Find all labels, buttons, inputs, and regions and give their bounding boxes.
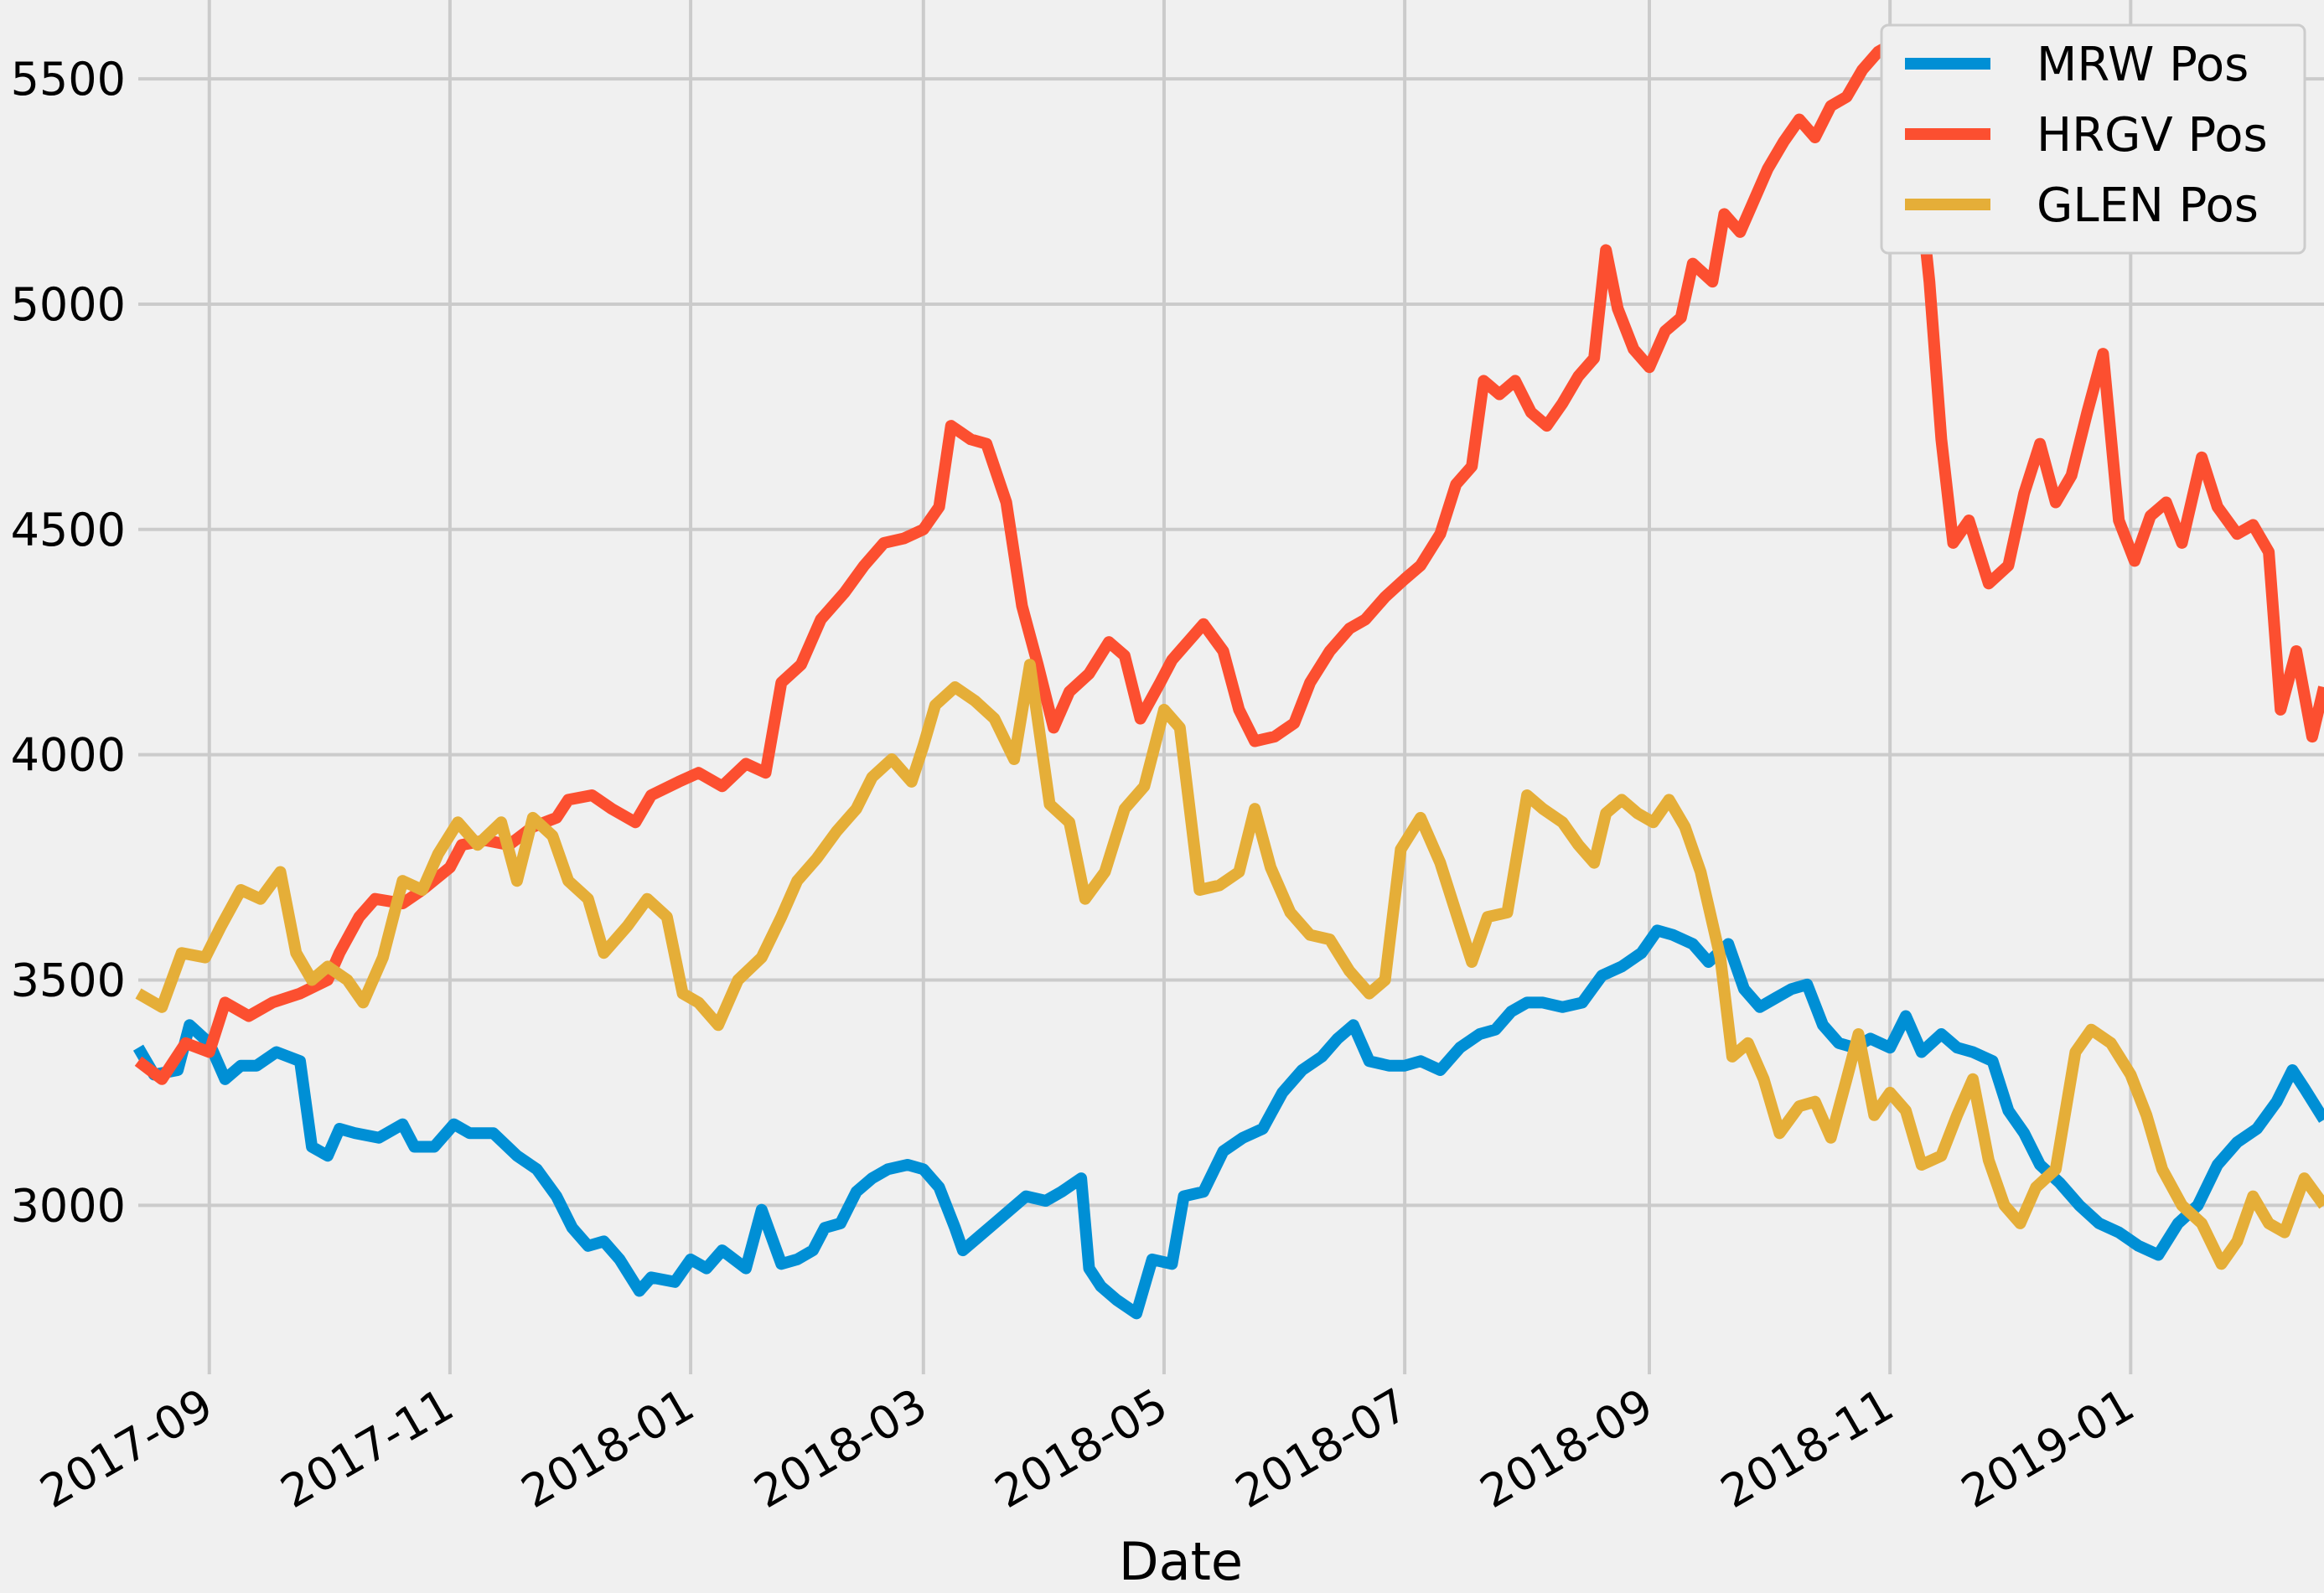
x-tick-labels: 2017-09 2017-11 2018-01 2018-03 2018-05 2018-…: [31, 1378, 2142, 1518]
y-tick-label: 4000: [11, 729, 126, 782]
x-tick-label: 2018-07: [1227, 1378, 1417, 1518]
y-tick-label: 4500: [11, 504, 126, 556]
series-line-mrw-pos: [132, 924, 2324, 1320]
y-tick-label: 5500: [11, 53, 126, 106]
legend-label: HRGV Pos: [2037, 108, 2268, 163]
x-tick-label: 2017-09: [31, 1378, 221, 1518]
series-line-hrgv-pos: [134, 37, 2324, 1085]
y-tick-labels: 3000 3500 4000 4500 5000 5500: [11, 53, 126, 1232]
x-tick-label: 2018-11: [1712, 1378, 1902, 1518]
legend-box: [1880, 23, 2306, 255]
x-tick-label: 2018-05: [986, 1378, 1177, 1518]
series-line-glen-pos: [135, 659, 2324, 1270]
x-tick-label: 2018-03: [745, 1378, 935, 1518]
x-tick-label: 2017-11: [272, 1378, 463, 1518]
series-lines: [132, 37, 2324, 1320]
legend-label: MRW Pos: [2037, 38, 2249, 92]
y-tick-label: 3000: [11, 1179, 126, 1232]
legend: MRW Pos HRGV Pos GLEN Pos: [1880, 23, 2306, 255]
x-tick-label: 2018-01: [513, 1378, 703, 1518]
x-tick-label: 2018-09: [1472, 1378, 1662, 1518]
x-gridlines: [207, 0, 2133, 1374]
y-tick-label: 3500: [11, 954, 126, 1007]
x-axis-label: Date: [1119, 1531, 1243, 1592]
x-tick-label: 2019-01: [1953, 1378, 2143, 1518]
y-tick-label: 5000: [11, 278, 126, 331]
legend-label: GLEN Pos: [2037, 178, 2259, 233]
